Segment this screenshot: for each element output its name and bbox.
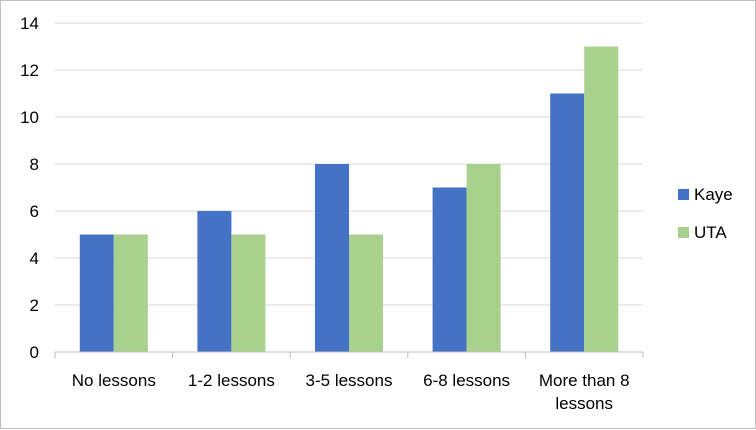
x-category-label: 6-8 lessons bbox=[423, 371, 510, 390]
bar-kaye-2 bbox=[315, 164, 349, 352]
axes bbox=[54, 351, 644, 358]
y-tick-label: 0 bbox=[30, 343, 39, 362]
legend-swatch-kaye bbox=[678, 189, 689, 200]
bar-uta-2 bbox=[349, 234, 383, 352]
y-tick-label: 8 bbox=[30, 155, 39, 174]
y-tick-label: 6 bbox=[30, 202, 39, 221]
x-category-label: More than 8 lessons bbox=[539, 371, 630, 413]
legend-label-kaye: Kaye bbox=[694, 185, 733, 204]
legend: Kaye UTA bbox=[678, 185, 733, 242]
y-tick-label: 2 bbox=[30, 296, 39, 315]
x-category-labels: No lessons 1-2 lessons 3-5 lessons 6-8 less… bbox=[72, 371, 630, 413]
bar-uta-1 bbox=[231, 234, 266, 352]
y-tick-label: 10 bbox=[20, 108, 39, 127]
bar-kaye-1 bbox=[197, 211, 232, 352]
y-tick-labels: 0 2 4 6 8 10 12 14 bbox=[20, 14, 39, 362]
bar-kaye-3 bbox=[432, 187, 467, 352]
bars bbox=[79, 46, 619, 352]
legend-label-uta: UTA bbox=[694, 223, 727, 242]
bar-uta-0 bbox=[113, 234, 148, 352]
bar-uta-3 bbox=[466, 164, 501, 352]
y-tick-label: 14 bbox=[20, 14, 39, 33]
x-category-label: No lessons bbox=[72, 371, 156, 390]
legend-swatch-uta bbox=[678, 227, 689, 238]
bar-kaye-0 bbox=[79, 234, 114, 352]
y-tick-label: 4 bbox=[30, 249, 39, 268]
bar-uta-4 bbox=[584, 46, 619, 352]
x-category-label: 1-2 lessons bbox=[188, 371, 275, 390]
x-category-label: 3-5 lessons bbox=[306, 371, 393, 390]
y-tick-label: 12 bbox=[20, 61, 39, 80]
bar-kaye-4 bbox=[550, 93, 585, 352]
